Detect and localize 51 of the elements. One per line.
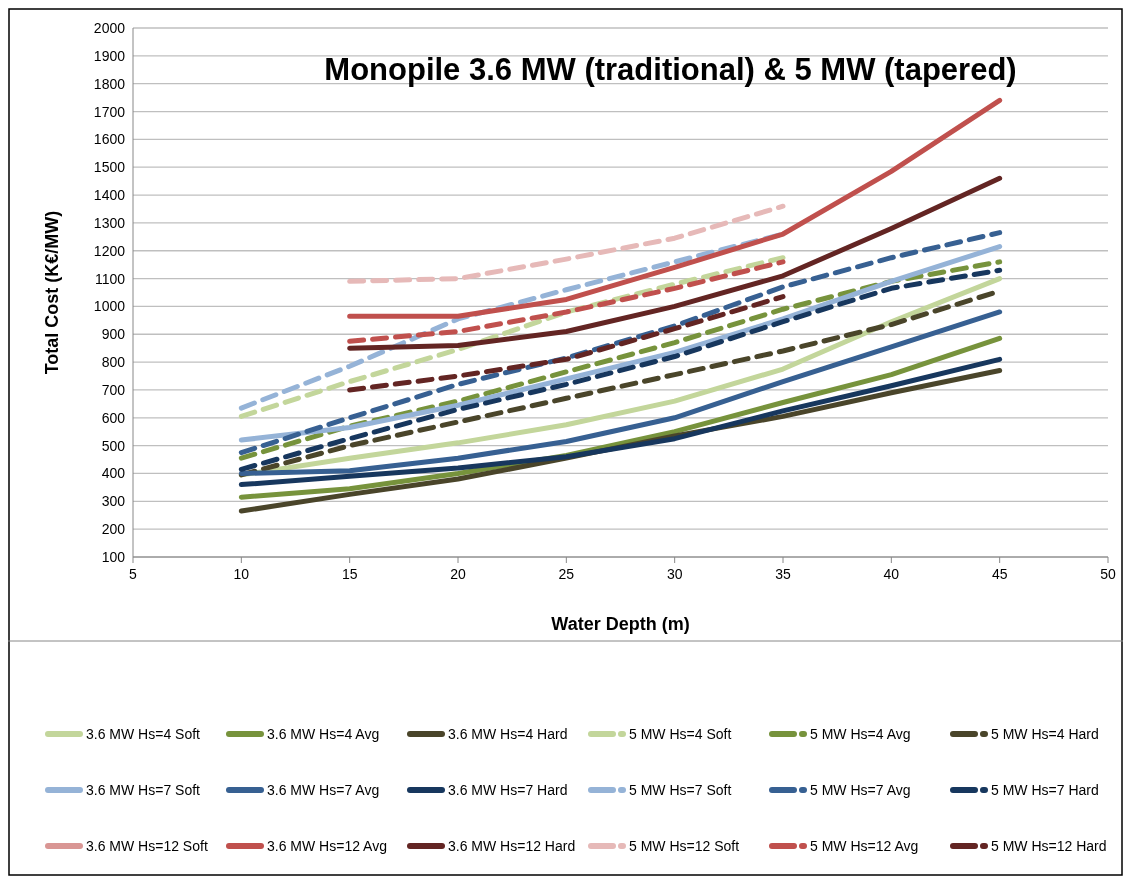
x-tick-label: 15 — [341, 566, 358, 582]
legend-label: 5 MW Hs=4 Soft — [629, 726, 732, 742]
y-tick-label: 100 — [101, 549, 126, 565]
y-tick-label: 1600 — [93, 131, 126, 148]
y-tick-label: 1300 — [93, 214, 126, 231]
y-tick-label: 1200 — [93, 242, 126, 259]
legend-label: 5 MW Hs=4 Hard — [991, 726, 1099, 742]
y-tick-label: 1800 — [93, 75, 126, 92]
x-tick-label: 50 — [1100, 566, 1116, 582]
y-tick-label: 2000 — [93, 20, 126, 36]
y-tick-label: 1100 — [94, 270, 126, 287]
x-tick-label: 35 — [775, 566, 791, 582]
legend-label: 3.6 MW Hs=4 Hard — [448, 726, 568, 742]
y-tick-label: 1700 — [93, 103, 126, 120]
legend-label: 3.6 MW Hs=12 Hard — [448, 838, 576, 854]
y-tick-label: 1900 — [93, 47, 126, 64]
legend-label: 5 MW Hs=7 Avg — [810, 782, 911, 798]
y-tick-label: 300 — [101, 493, 126, 510]
legend-label: 5 MW Hs=12 Avg — [810, 838, 919, 854]
x-axis-title: Water Depth (m) — [551, 614, 690, 634]
y-tick-label: 200 — [101, 521, 126, 538]
x-tick-label: 25 — [558, 566, 575, 582]
x-tick-label: 20 — [450, 566, 466, 582]
legend-label: 3.6 MW Hs=7 Soft — [86, 782, 201, 798]
legend-label: 5 MW Hs=7 Hard — [991, 782, 1099, 798]
x-tick-label: 45 — [991, 566, 1008, 582]
legend-label: 5 MW Hs=12 Hard — [991, 838, 1107, 854]
y-tick-label: 800 — [101, 354, 126, 371]
legend-label: 5 MW Hs=12 Soft — [629, 838, 740, 854]
y-tick-label: 1500 — [93, 159, 126, 176]
text: Monopile 3.6 MW (traditional) & 5 MW (tapered) — [324, 52, 1017, 87]
legend-label: 3.6 MW Hs=12 Avg — [267, 838, 387, 854]
x-tick-label: 10 — [233, 566, 250, 582]
y-axis-title: Total Cost (K€/MW) — [42, 210, 62, 375]
y-tick-label: 600 — [101, 409, 126, 426]
legend-label: 3.6 MW Hs=4 Avg — [267, 726, 380, 742]
legend-label: 3.6 MW Hs=7 Avg — [267, 782, 380, 798]
legend-label: 3.6 MW Hs=4 Soft — [86, 726, 201, 742]
legend-label: 5 MW Hs=4 Avg — [810, 726, 911, 742]
legend-label: 5 MW Hs=7 Soft — [629, 782, 732, 798]
legend-label: 3.6 MW Hs=12 Soft — [86, 838, 208, 854]
x-tick-label: 30 — [666, 566, 683, 582]
y-tick-label: 700 — [101, 381, 126, 398]
y-tick-label: 500 — [101, 437, 126, 454]
x-tick-label: 5 — [129, 566, 138, 582]
y-tick-label: 900 — [101, 326, 126, 343]
y-tick-label: 1000 — [93, 298, 126, 315]
x-tick-label: 40 — [883, 566, 900, 582]
legend-label: 3.6 MW Hs=7 Hard — [448, 782, 568, 798]
y-tick-label: 1400 — [93, 187, 126, 204]
y-tick-label: 400 — [101, 465, 126, 482]
